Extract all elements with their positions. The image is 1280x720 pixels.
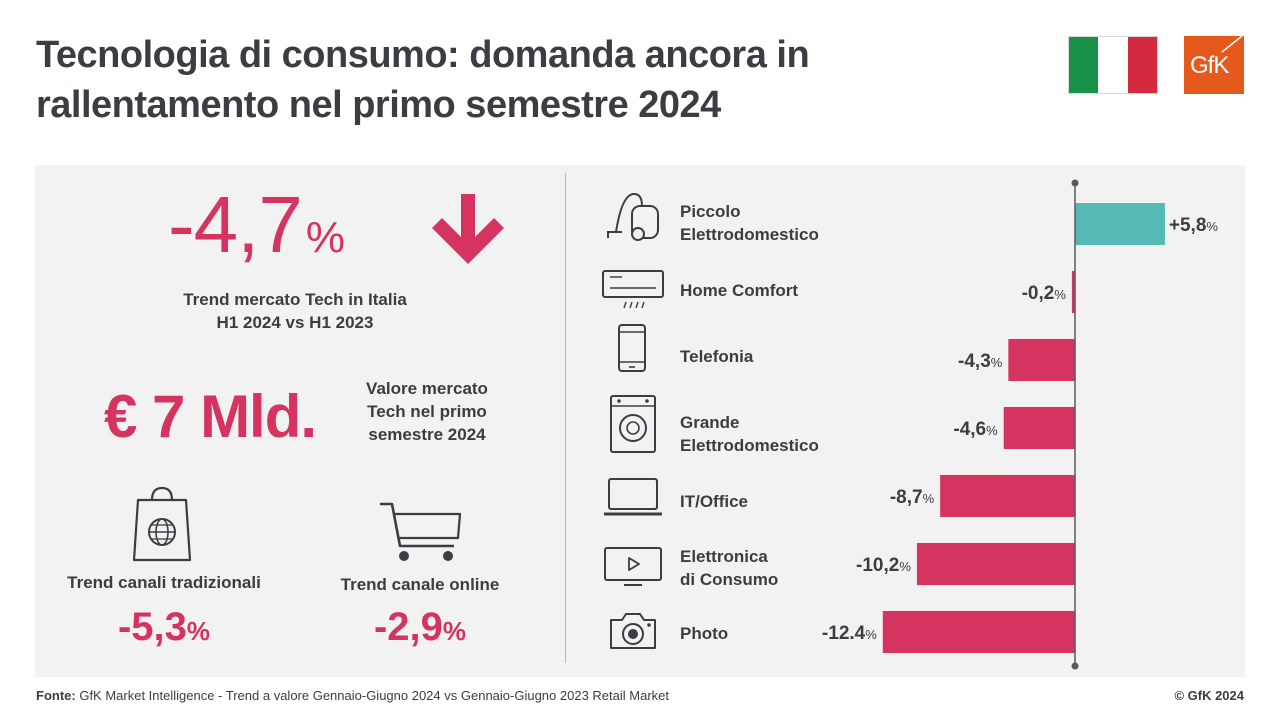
category-label-line: di Consumo [680,570,779,589]
source-note: Fonte: GfK Market Intelligence - Trend a… [36,688,669,703]
bar [1008,339,1075,381]
category-label-elettronica-di-consumo: Elettronica di Consumo [680,545,778,591]
category-label-line: Home Comfort [680,281,799,300]
market-trend-label-line-1: Trend mercato Tech in Italia [183,290,407,309]
traditional-channel-value: -5,3% [62,604,266,654]
washing-machine-icon [610,395,656,453]
bar-value-label: -8,7% [890,487,935,508]
air-conditioner-icon [602,270,664,309]
traditional-channel-label: Trend canali tradizionali [67,573,261,592]
vacuum-cleaner-icon [607,192,659,241]
category-label-home-comfort: Home Comfort [680,279,798,302]
flag-stripe-white [1098,37,1128,93]
category-label-line: IT/Office [680,492,749,511]
bar-value-label: -0,2% [1022,283,1067,304]
market-value-label: Valore mercato Tech nel primo semestre 2… [352,377,502,446]
market-value-label-line-3: semestre 2024 [368,425,486,444]
smartphone-icon [618,324,646,372]
market-trend-number: -4,7 [168,180,303,269]
title-line-1: Tecnologia di consumo: domanda ancora in [36,34,810,76]
page-title: Tecnologia di consumo: domanda ancora in… [36,30,936,130]
category-label-it-office: IT/Office [680,490,748,513]
bar-value-label: +5,8% [1169,215,1219,236]
flag-stripe-red [1127,37,1157,93]
bar-value-label: -12.4% [822,623,877,644]
bar [916,543,1075,585]
traditional-channel-unit: % [186,616,211,646]
category-label-line: Telefonia [680,347,754,366]
category-label-line: Piccolo [680,202,741,221]
source-text: GfK Market Intelligence - Trend a valore… [75,688,669,703]
category-label-line: Grande [680,413,740,432]
bar [1075,203,1165,245]
logo-swoosh-icon [1221,36,1243,53]
bar-value-label: -4,3% [958,351,1003,372]
market-trend-value: -4,7% [168,180,345,283]
category-label-photo: Photo [680,622,728,645]
title-line-2: rallentamento nel primo semestre 2024 [36,84,721,126]
market-trend-label: Trend mercato Tech in Italia H1 2024 vs … [150,288,440,334]
gfk-logo: GfK [1184,36,1244,94]
italy-flag-icon [1068,36,1158,94]
category-label-piccolo-elettrodomestico: Piccolo Elettrodomestico [680,200,819,246]
online-channel-label: Trend canale online [340,575,500,594]
camera-icon [610,613,656,649]
bar [1071,271,1075,313]
category-label-line: Elettronica [680,547,768,566]
market-value-label-line-1: Valore mercato [366,379,488,398]
source-label: Fonte: [36,688,76,703]
shopping-cart-icon [380,502,462,561]
bar-value-label: -4,6% [953,419,998,440]
panel-divider [565,173,566,663]
tv-icon [604,547,662,586]
category-label-line: Elettrodomestico [680,436,819,455]
category-label-line: Elettrodomestico [680,225,819,244]
down-arrow-icon [432,194,504,264]
category-label-line: Photo [680,624,729,643]
category-label-telefonia: Telefonia [680,345,753,368]
traditional-channel-number: -5,3 [117,605,187,649]
baseline-bottom-dot [1071,662,1079,670]
laptop-icon [604,478,662,516]
online-channel-unit: % [442,616,467,646]
bar [940,475,1075,517]
baseline-top-dot [1071,179,1079,187]
shopping-bag-globe-icon [132,486,192,562]
market-value-label-line-2: Tech nel primo [367,402,487,421]
market-trend-label-line-2: H1 2024 vs H1 2023 [216,313,374,332]
bar [882,611,1075,653]
market-value: € 7 Mld. [104,383,317,450]
online-channel-number: -2,9 [373,605,443,649]
copyright: © GfK 2024 [1174,688,1244,703]
market-trend-unit: % [305,213,345,262]
category-label-grande-elettrodomestico: Grande Elettrodomestico [680,411,819,457]
bar-value-label: -10,2% [856,555,911,576]
bar [1003,407,1075,449]
logo-text: GfK [1190,52,1229,79]
flag-stripe-green [1069,37,1099,93]
online-channel-value: -2,9% [330,604,510,654]
